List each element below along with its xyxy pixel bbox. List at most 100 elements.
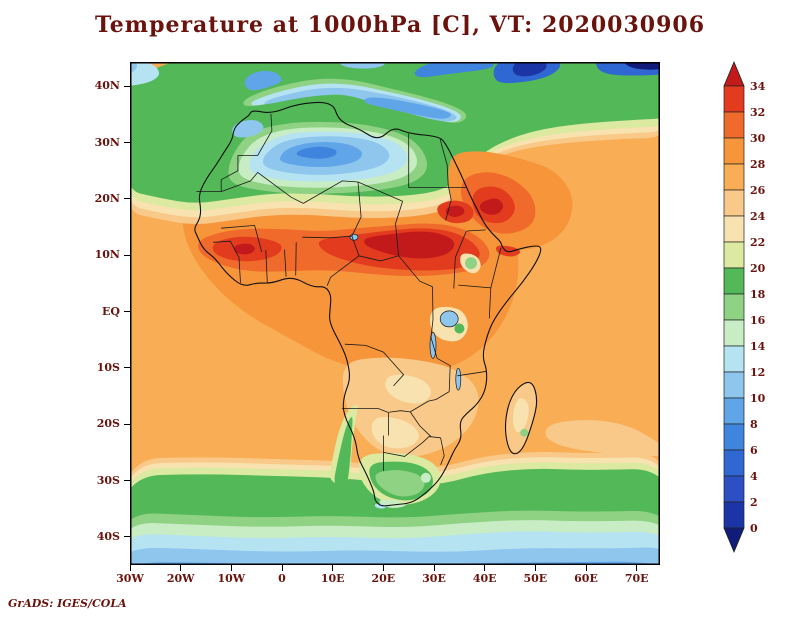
colorbar-label: 6: [750, 444, 758, 457]
x-tick-mark: [230, 565, 232, 571]
temperature-band: [339, 62, 386, 69]
africa-coastline: [194, 101, 542, 507]
colorbar-band: [723, 267, 745, 295]
x-tick-label: 50E: [523, 572, 548, 585]
x-tick-label: 20W: [166, 572, 195, 585]
country-border: [440, 437, 445, 465]
colorbar-band: [723, 397, 745, 425]
country-border: [237, 113, 273, 156]
x-tick-label: 30E: [422, 572, 446, 585]
colorbar-band: [723, 293, 745, 321]
x-tick-label: 10E: [320, 572, 345, 585]
map-lines: [194, 101, 542, 507]
temperature-band: [232, 119, 264, 138]
temperature-band: [233, 243, 255, 255]
y-tick-label: 10S: [96, 360, 120, 374]
y-tick-label: 20S: [96, 417, 120, 431]
x-tick-mark: [281, 565, 283, 571]
y-tick-mark: [124, 142, 130, 144]
country-border: [196, 155, 239, 192]
y-tick-mark: [124, 85, 130, 87]
colorbar-top-arrow: [723, 60, 745, 87]
country-border: [344, 343, 405, 387]
country-border: [357, 181, 403, 202]
x-tick-label: 40E: [472, 572, 497, 585]
colorbar-label: 30: [750, 132, 766, 145]
lake: [455, 367, 462, 391]
y-tick-mark: [124, 536, 130, 538]
temperature-band: [512, 62, 547, 77]
temperature-band: [130, 547, 660, 565]
temperature-band: [374, 503, 387, 509]
colorbar-band: [723, 85, 745, 113]
grads-credit: GrADS: IGES/COLA: [8, 597, 127, 610]
country-border: [213, 240, 239, 257]
x-tick-label: 60E: [574, 572, 598, 585]
colorbar-label: 8: [750, 418, 758, 431]
colorbar-label: 16: [750, 314, 766, 327]
colorbar-label: 14: [750, 340, 766, 353]
country-border: [430, 286, 438, 359]
country-border: [458, 284, 492, 319]
country-border: [395, 201, 403, 250]
x-tick-mark: [484, 565, 486, 571]
colorbar-band: [723, 189, 745, 217]
colorbar-label: 34: [750, 80, 766, 93]
lake: [349, 233, 359, 241]
colorbar-band: [723, 475, 745, 503]
chart-title: Temperature at 1000hPa [C], VT: 20200309…: [94, 12, 706, 38]
country-border: [303, 180, 359, 204]
y-tick-label: 10N: [94, 248, 120, 262]
x-tick-label: 70E: [624, 572, 649, 585]
country-border: [326, 235, 360, 286]
colorbar-band: [723, 345, 745, 373]
colorbar-label: 12: [750, 366, 765, 379]
x-tick-mark: [534, 565, 536, 571]
y-tick-label: 30S: [96, 473, 120, 487]
x-tick-label: 0: [278, 572, 286, 585]
y-tick-mark: [124, 423, 130, 425]
country-border: [351, 181, 362, 237]
y-tick-label: 30N: [94, 135, 120, 149]
x-tick-label: 10W: [217, 572, 246, 585]
y-tick-mark: [124, 480, 130, 482]
country-border: [341, 408, 411, 413]
colorbar-band: [723, 319, 745, 347]
y-tick-mark: [124, 254, 130, 256]
temperature-band: [624, 62, 660, 70]
country-border: [302, 235, 352, 239]
colorbar-band: [723, 111, 745, 139]
temperature-blob: [520, 428, 529, 437]
temperature-band: [244, 70, 282, 91]
country-border: [409, 411, 432, 437]
country-border: [453, 230, 467, 289]
temperature-band: [512, 398, 529, 433]
temperature-band: [364, 231, 455, 259]
temperature-band: [364, 97, 451, 119]
temperature-band: [545, 420, 660, 456]
temperature-blob: [465, 257, 477, 270]
country-border: [436, 357, 451, 392]
x-tick-mark: [585, 565, 587, 571]
y-tick-label: EQ: [102, 304, 120, 318]
colorbar-band: [723, 501, 745, 529]
country-border: [238, 256, 241, 283]
colorbar-bottom-arrow: [723, 527, 745, 554]
temperature-band: [479, 198, 504, 215]
colorbar-label: 4: [750, 470, 758, 483]
x-tick-mark: [129, 565, 131, 571]
country-border: [490, 247, 502, 288]
y-tick-label: 40N: [94, 79, 120, 93]
temperature-band: [414, 62, 494, 78]
country-border: [284, 249, 287, 277]
map-plot: [130, 62, 660, 565]
country-border: [221, 224, 263, 253]
country-border: [397, 249, 399, 256]
temperature-map-svg: [130, 62, 660, 565]
colorbar-label: 18: [750, 288, 766, 301]
temperature-band: [130, 62, 137, 74]
x-tick-mark: [180, 565, 182, 571]
colorbar-label: 28: [750, 158, 766, 171]
y-tick-label: 20N: [94, 191, 120, 205]
